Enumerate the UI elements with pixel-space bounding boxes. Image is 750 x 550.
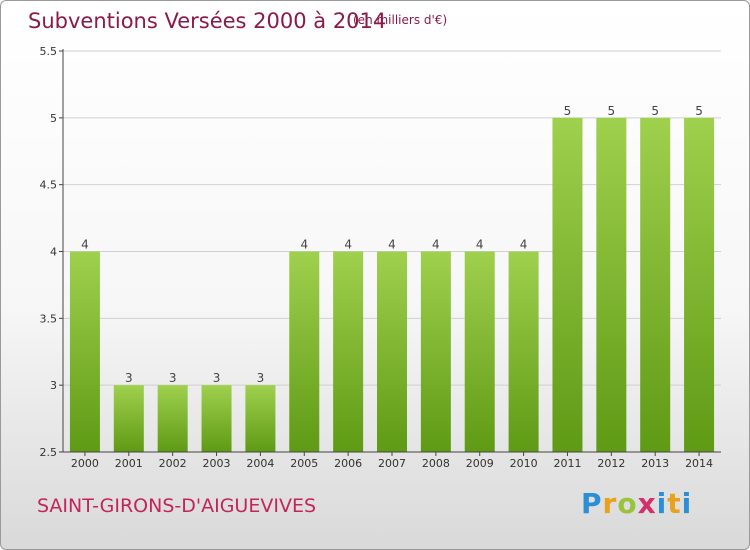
logo-letter: r [602, 487, 618, 520]
bar [684, 117, 715, 452]
bar [113, 385, 144, 452]
y-tick-label: 5.5 [40, 45, 58, 58]
y-tick-label: 3.5 [40, 312, 58, 325]
x-tick-label: 2013 [641, 457, 669, 470]
x-tick-label: 2005 [290, 457, 318, 470]
logo-letter: i [656, 487, 668, 520]
bar [289, 251, 320, 452]
bar [464, 251, 495, 452]
data-label: 3 [257, 371, 265, 385]
proxiti-logo[interactable]: Proxiti [581, 487, 692, 520]
data-label: 4 [432, 238, 440, 252]
y-tick-label: 5 [50, 112, 57, 125]
data-label: 3 [169, 371, 177, 385]
x-tick-label: 2008 [422, 457, 450, 470]
chart-title: Subventions Versées 2000 à 2014 [28, 9, 387, 33]
y-tick-label: 4 [50, 246, 57, 259]
data-label: 4 [300, 238, 308, 252]
bar [201, 385, 232, 452]
x-tick-label: 2003 [203, 457, 231, 470]
data-label: 5 [608, 104, 616, 118]
bar [333, 251, 364, 452]
bar [245, 385, 276, 452]
data-label: 5 [695, 104, 703, 118]
x-tick-label: 2007 [378, 457, 406, 470]
logo-letter: o [617, 487, 638, 520]
x-tick-label: 2000 [71, 457, 99, 470]
data-label: 5 [651, 104, 659, 118]
data-label: 3 [213, 371, 221, 385]
bar [69, 251, 100, 452]
x-tick-label: 2004 [246, 457, 274, 470]
logo-letter: P [581, 487, 603, 520]
x-tick-label: 2010 [510, 457, 538, 470]
chart-subtitle: (en milliers d'€) [353, 13, 448, 27]
logo-letter: i [681, 487, 693, 520]
x-tick-label: 2001 [115, 457, 143, 470]
x-tick-label: 2009 [466, 457, 494, 470]
x-tick-label: 2011 [553, 457, 581, 470]
data-label: 4 [476, 238, 484, 252]
bar [377, 251, 407, 452]
data-label: 4 [81, 238, 89, 252]
logo-letter: x [637, 487, 657, 520]
bar [508, 251, 539, 452]
x-tick-label: 2006 [334, 457, 362, 470]
y-tick-label: 4.5 [40, 179, 58, 192]
bar [596, 117, 627, 452]
y-tick-label: 2.5 [40, 446, 58, 459]
data-label: 4 [520, 238, 528, 252]
data-label: 4 [344, 238, 352, 252]
logo-letter: t [667, 487, 682, 520]
data-label: 3 [125, 371, 133, 385]
x-tick-label: 2014 [685, 457, 713, 470]
bar [157, 385, 188, 452]
x-tick-label: 2012 [597, 457, 625, 470]
bar [552, 117, 583, 452]
bar [420, 251, 451, 452]
bar [640, 117, 671, 452]
data-label: 5 [564, 104, 572, 118]
y-tick-label: 3 [50, 379, 57, 392]
x-tick-label: 2002 [159, 457, 187, 470]
data-label: 4 [388, 238, 396, 252]
commune-name: SAINT-GIRONS-D'AIGUEVIVES [37, 495, 317, 517]
